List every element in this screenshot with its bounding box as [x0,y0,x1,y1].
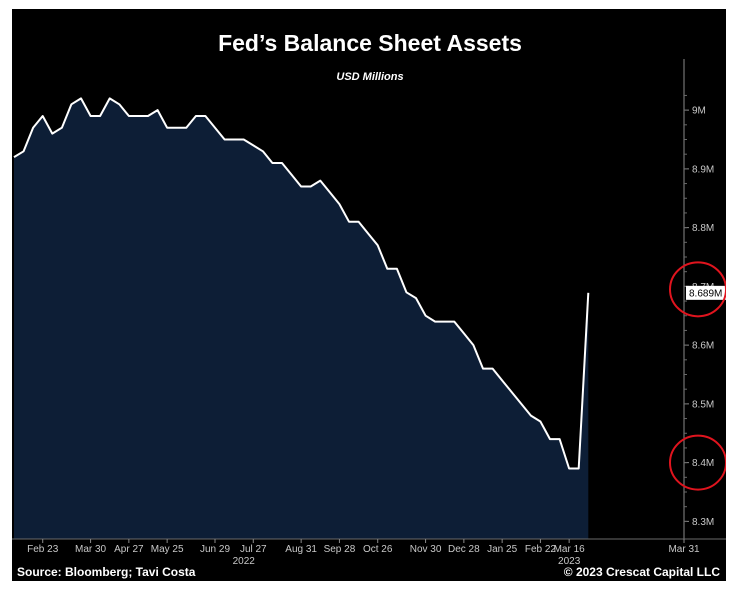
x-year-label: 2023 [558,556,581,567]
highlight-circle [669,261,726,318]
x-year-label: 2022 [233,556,256,567]
x-tick-label: Mar 31 [668,544,700,555]
x-tick-label: Feb 22 [525,544,557,555]
series-line [13,97,590,470]
chart-title: Fed’s Balance Sheet Assets [218,30,522,56]
x-axis: Feb 23 Mar 30 Apr 27 May 25 Jun 29 Jul 27 Aug … [27,539,700,567]
y-tick-label: 8.6M [692,341,714,352]
x-tick-label: Sep 28 [324,544,356,555]
x-tick-label: Mar 16 [554,544,586,555]
footer-source: Source: Bloomberg; Tavi Costa [17,565,196,579]
x-tick-label: Aug 31 [285,544,317,555]
x-tick-label: Jul 27 [240,544,267,555]
chart-frame: Fed’s Balance Sheet Assets USD Millions … [12,9,726,581]
area-fill [14,98,589,540]
chart-svg: Fed’s Balance Sheet Assets USD Millions … [12,30,726,579]
x-tick-label: Oct 26 [363,544,393,555]
last-value-label: 8.689M [689,288,722,299]
y-tick-label: 8.9M [692,164,714,175]
chart-subtitle: USD Millions [336,71,403,83]
highlight-circle [669,434,726,491]
y-tick-label: 8.8M [692,223,714,234]
x-tick-label: Apr 27 [114,544,144,555]
x-tick-label: May 25 [151,544,184,555]
x-tick-label: Mar 30 [75,544,107,555]
y-tick-label: 8.4M [692,458,714,469]
y-tick-label: 8.5M [692,399,714,410]
y-tick-label: 9M [692,106,706,117]
x-tick-label: Jun 29 [200,544,230,555]
x-tick-label: Nov 30 [410,544,442,555]
last-value-marker: 8.689M [686,285,726,300]
footer-copyright: © 2023 Crescat Capital LLC [564,565,721,579]
x-tick-label: Dec 28 [448,544,480,555]
y-tick-label: 8.3M [692,517,714,528]
x-tick-label: Jan 25 [487,544,517,555]
highlight-circles [669,261,726,491]
x-tick-label: Feb 23 [27,544,59,555]
last-value-box [686,285,726,300]
